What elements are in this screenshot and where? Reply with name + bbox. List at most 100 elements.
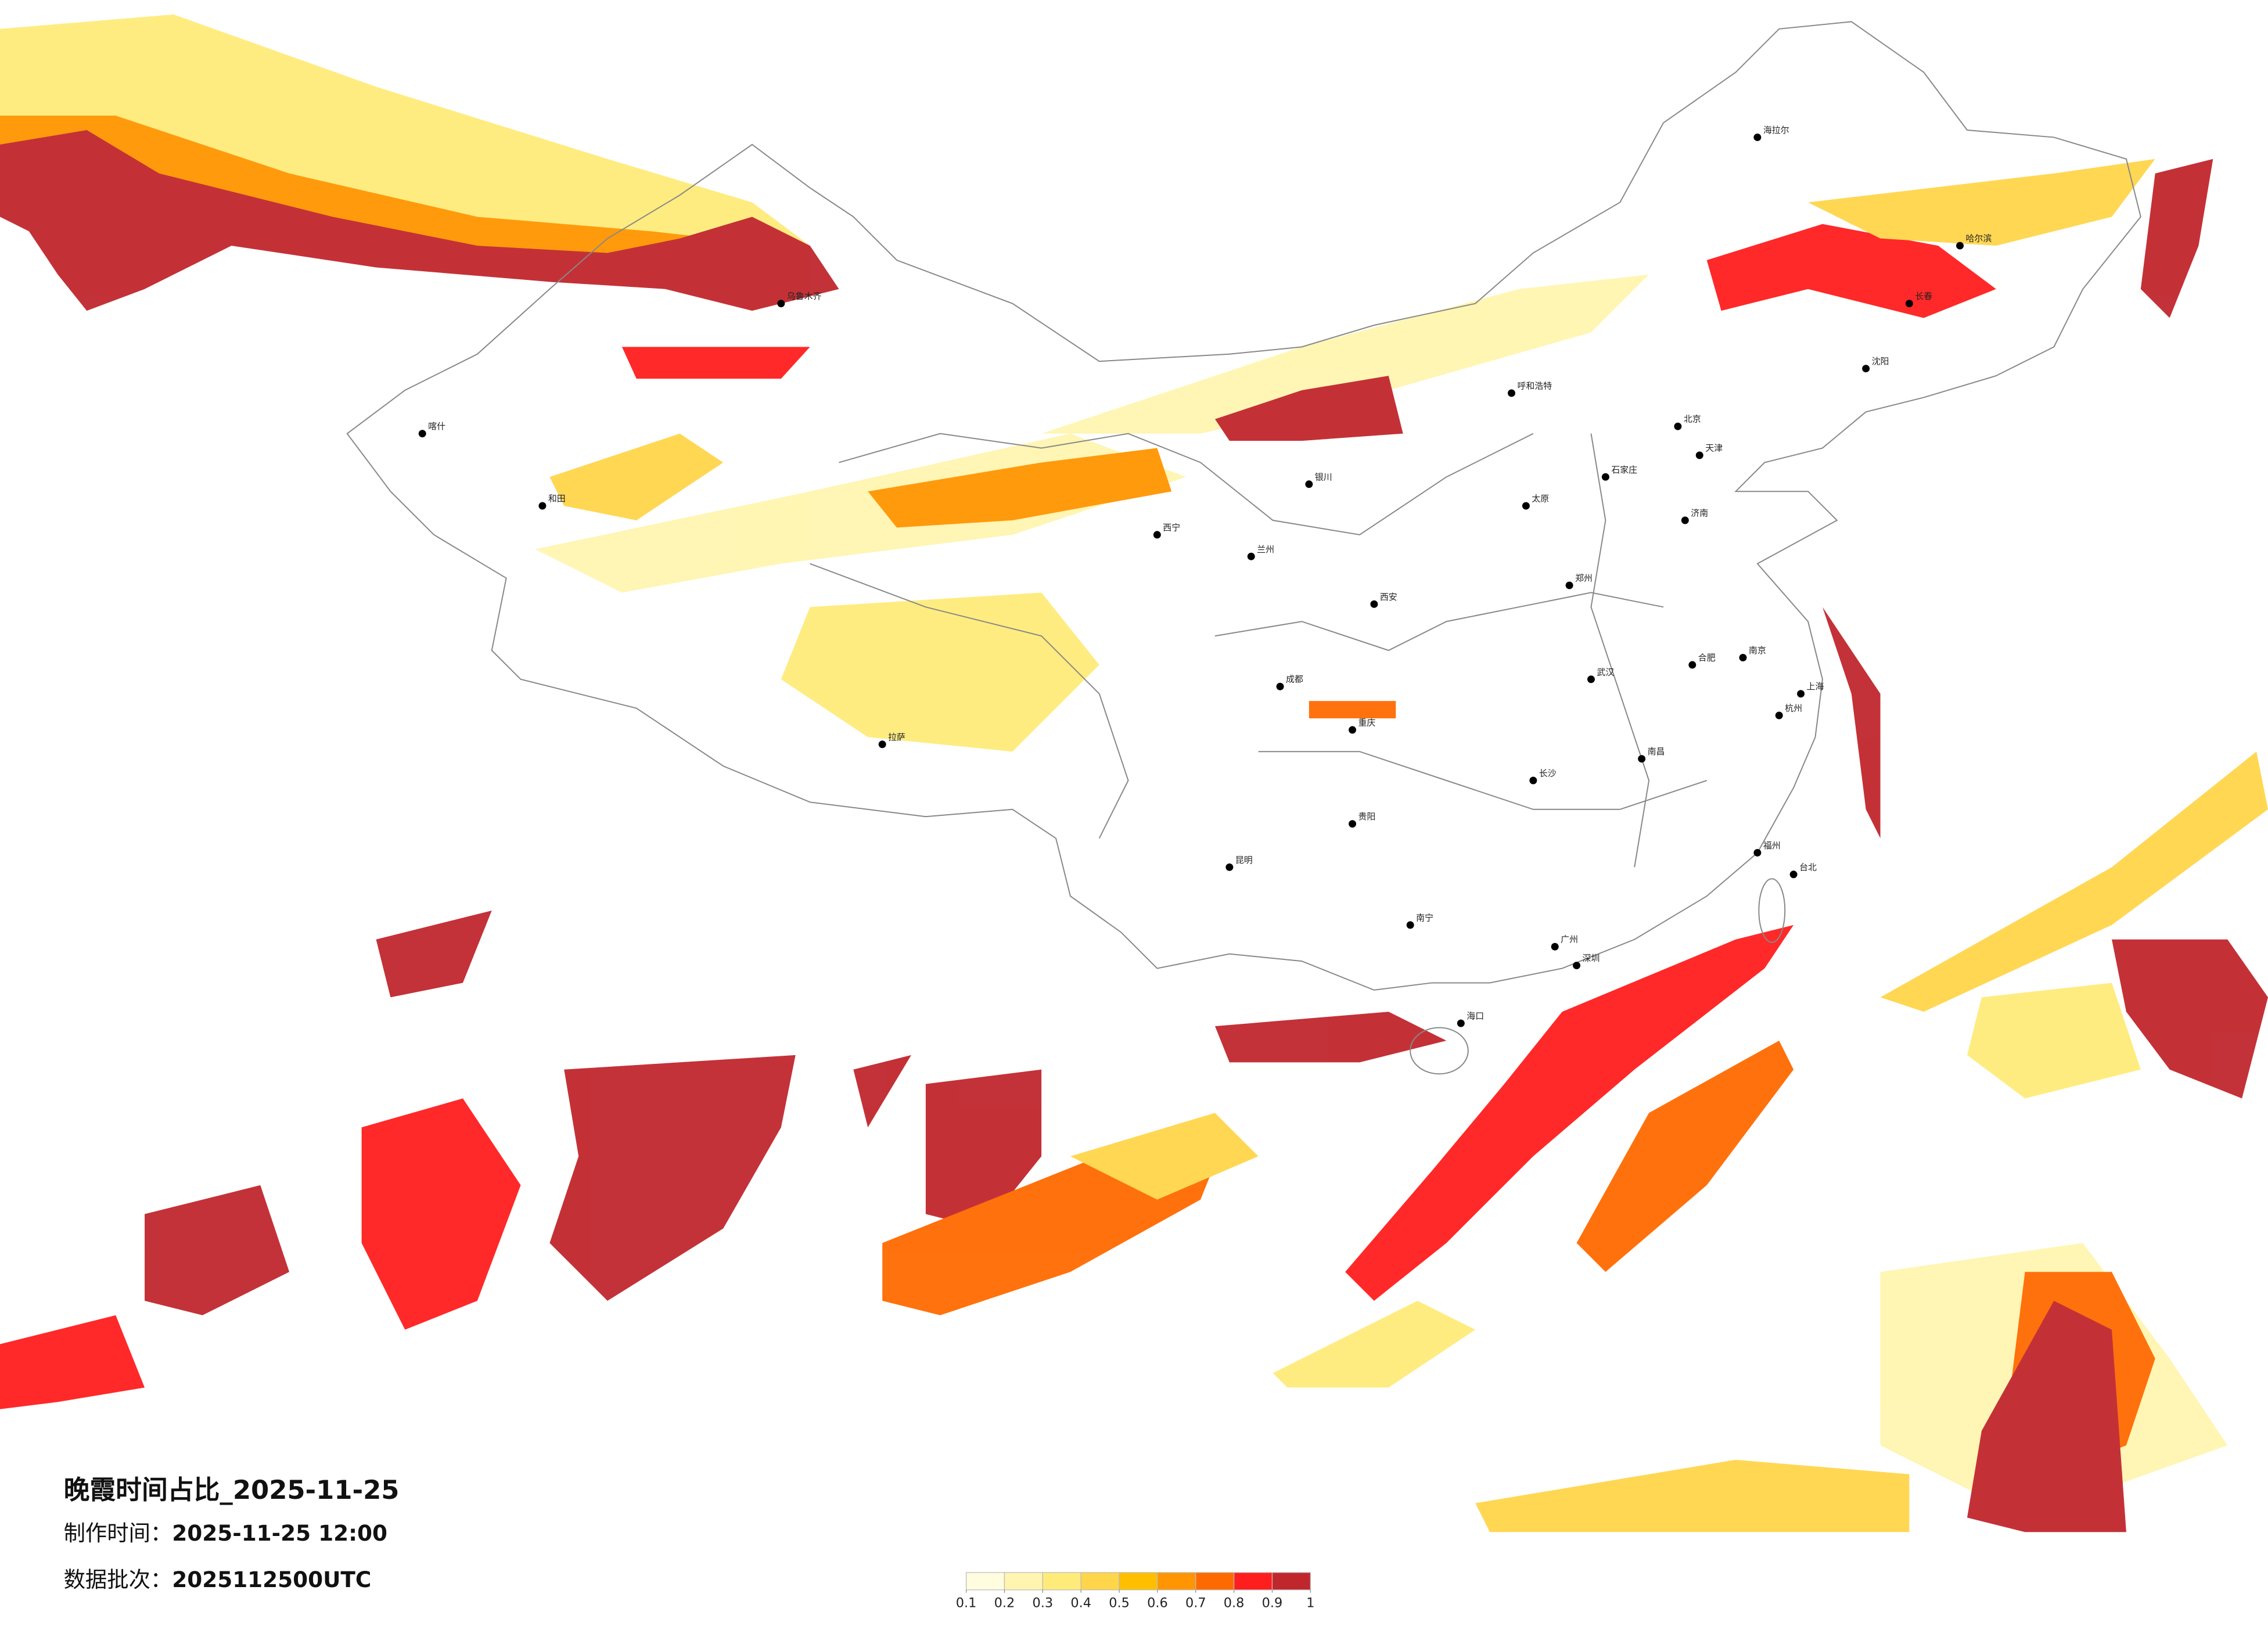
city-label: 哈尔滨 [1965, 233, 1992, 244]
city-dot [538, 502, 547, 510]
meta-line: 数据批次：2025112500UTC [64, 1567, 372, 1592]
city-dot [1695, 451, 1703, 459]
colorbar-tick-label: 0.7 [1185, 1596, 1206, 1611]
island-outline [1410, 1027, 1469, 1075]
province-border [1214, 592, 1664, 652]
city-dot [1370, 600, 1378, 608]
city-label: 海口 [1467, 1011, 1484, 1021]
borders [346, 21, 2141, 1075]
city-label: 台北 [1799, 862, 1817, 872]
city-dot [1775, 711, 1783, 720]
colorbar-bin [1271, 1572, 1311, 1591]
city-label: 乌鲁木齐 [787, 291, 822, 301]
heat-patch [1706, 224, 1996, 318]
city-label: 天津 [1705, 443, 1723, 454]
city-label: 海拉尔 [1763, 125, 1789, 135]
city-label: 南昌 [1648, 746, 1665, 757]
city-dot [1862, 365, 1870, 373]
heat-patch [549, 1055, 796, 1301]
city-label: 郑州 [1575, 573, 1593, 584]
heat-patch [781, 592, 1099, 752]
city-dot [1587, 675, 1595, 684]
heat-patch [1822, 607, 1881, 839]
heat-patch [1070, 1113, 1259, 1200]
city-dot [418, 430, 426, 438]
city-label: 北京 [1684, 414, 1701, 425]
city-label: 喀什 [428, 421, 445, 431]
city-label: 贵阳 [1358, 811, 1376, 822]
heat-patch [0, 130, 839, 311]
heat-patch [361, 1098, 521, 1330]
city-dot [1681, 516, 1689, 524]
city-dot [1153, 531, 1161, 539]
city-dot [1225, 863, 1234, 871]
map-title: 晚霞时间占比_2025-11-25 [64, 1474, 400, 1505]
colorbar-tick-label: 0.9 [1262, 1596, 1283, 1611]
colorbar-tick-label: 0.2 [994, 1596, 1015, 1611]
city-dot [1276, 682, 1284, 690]
colorbar-bin [1233, 1572, 1273, 1591]
province-border [839, 433, 1534, 535]
colorbar-tick-label: 0.4 [1070, 1596, 1091, 1611]
city-dot [1508, 389, 1515, 397]
meta-label: 制作时间： [64, 1520, 172, 1546]
heat-patch [1214, 1012, 1447, 1063]
colorbar-tick-label: 1 [1306, 1596, 1314, 1611]
city-dot [1573, 962, 1581, 970]
city-dot [1457, 1019, 1465, 1027]
heat-patch [1967, 983, 2141, 1099]
heat-patch [1214, 376, 1403, 441]
city-label: 和田 [548, 494, 566, 504]
city-label: 杭州 [1785, 703, 1802, 714]
province-border [1258, 751, 1708, 810]
heat-patch [0, 1315, 145, 1409]
city-dot [1797, 690, 1805, 698]
colorbar-tick-label: 0.3 [1033, 1596, 1054, 1611]
heat-patch [1475, 1459, 1910, 1533]
heat-patch [0, 116, 810, 289]
meta-label: 数据批次： [64, 1567, 172, 1592]
island-outline [1758, 878, 1786, 943]
city-label: 广州 [1561, 934, 1578, 945]
city-label: 沈阳 [1872, 356, 1889, 366]
city-label: 重庆 [1358, 717, 1376, 728]
heat-patch [868, 448, 1172, 528]
city-label: 长沙 [1539, 768, 1557, 779]
province-border [810, 563, 1129, 839]
city-dot [1638, 755, 1646, 763]
colorbar-tick-label: 0.5 [1109, 1596, 1130, 1611]
city-dot [1522, 502, 1530, 510]
city-dot [1739, 653, 1747, 661]
city-dot [1551, 942, 1559, 951]
heat-patch [853, 1055, 911, 1128]
city-label: 昆明 [1235, 855, 1253, 865]
meta-value: 2025-11-25 12:00 [172, 1520, 387, 1546]
heat-patch [1273, 1301, 1476, 1388]
country-outline [346, 21, 2141, 991]
city-dot [777, 300, 785, 308]
city-label: 长春 [1915, 291, 1932, 301]
heat-patch [145, 1185, 290, 1315]
city-dot [1565, 581, 1573, 589]
city-dot [1305, 480, 1313, 488]
city-dot [1674, 422, 1682, 430]
city-dot [1406, 921, 1414, 929]
city-dot [1789, 870, 1798, 879]
city-dot [1905, 300, 1913, 308]
heat-patch [1880, 751, 2268, 1012]
colorbar-bin [1080, 1572, 1120, 1591]
heat-patch [925, 1069, 1042, 1229]
city-dot [1349, 726, 1357, 734]
city-label: 武汉 [1597, 667, 1614, 677]
city-label: 上海 [1807, 681, 1824, 692]
city-label: 西安 [1380, 592, 1397, 602]
city-label: 西宁 [1163, 522, 1180, 533]
colorbar-tick-label: 0.6 [1147, 1596, 1168, 1611]
colorbar: 0.1 0.2 0.3 0.4 0.5 0.6 0.7 0.8 0.9 1 [956, 1572, 1314, 1611]
colorbar-bin [1195, 1572, 1235, 1591]
city-label: 太原 [1532, 494, 1549, 504]
meta-value: 2025112500UTC [172, 1567, 371, 1592]
heat-patch [376, 911, 492, 998]
